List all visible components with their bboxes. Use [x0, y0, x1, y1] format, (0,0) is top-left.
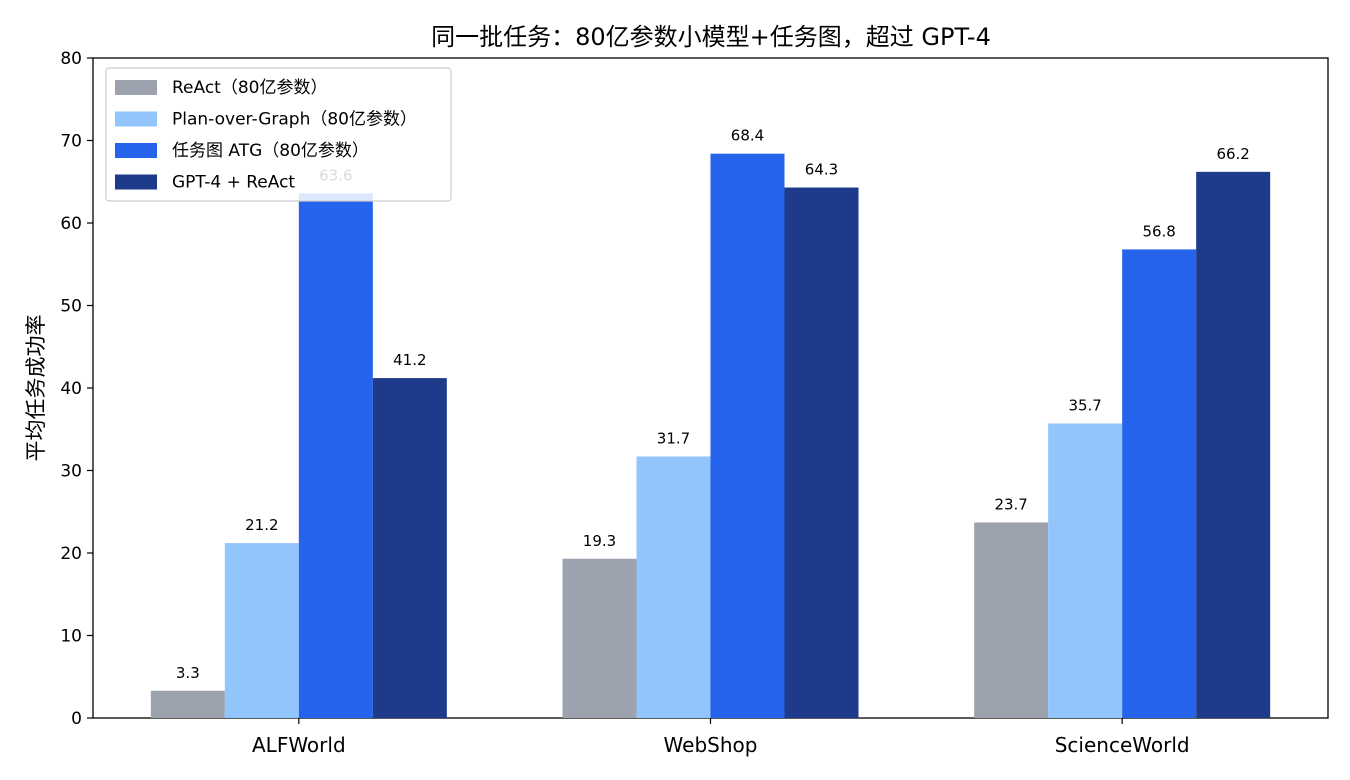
legend-box: [105, 67, 452, 202]
data-label: 41.2: [393, 351, 426, 369]
data-label: 68.4: [731, 127, 764, 145]
data-label: 35.7: [1068, 396, 1101, 414]
bar-webshop-series-2: [710, 153, 785, 718]
data-label: 66.2: [1216, 145, 1249, 163]
bar-webshop-series-0: [562, 558, 637, 718]
bar-webshop-series-1: [636, 456, 711, 718]
data-label: 56.8: [1142, 222, 1175, 240]
data-label: 3.3: [176, 664, 200, 682]
y-tick-label: 30: [60, 462, 82, 482]
y-tick-label: 50: [60, 297, 82, 317]
data-label: 64.3: [805, 161, 838, 179]
chart-title: 同一批任务：80亿参数小模型+任务图，超过 GPT-4: [431, 23, 991, 51]
bar-alfworld-series-0: [150, 690, 225, 718]
y-tick-label: 20: [60, 544, 82, 564]
y-tick-label: 0: [71, 709, 82, 729]
bar-scienceworld-series-1: [1048, 423, 1123, 718]
bar-scienceworld-series-3: [1196, 171, 1271, 719]
bar-scienceworld-series-0: [974, 522, 1049, 718]
data-label: 31.7: [657, 429, 690, 447]
bar-webshop-series-3: [784, 187, 859, 718]
axis-layer: 0 10 20 30 40 50 60 70 80 ALFWorld WebShop ScienceW…: [60, 49, 1189, 757]
y-tick-label: 60: [60, 214, 82, 234]
legend-entry: ReAct（80亿参数）: [172, 78, 327, 98]
legend-swatch: [115, 174, 157, 190]
legend-swatch: [115, 111, 157, 127]
data-label: 21.2: [245, 516, 278, 534]
legend-entry: Plan-over-Graph（80亿参数）: [172, 110, 417, 130]
x-tick-label: ALFWorld: [252, 733, 346, 757]
legend: ReAct（80亿参数） Plan-over-Graph（80亿参数） 任务图 AT…: [105, 67, 452, 202]
legend-swatch: [115, 143, 157, 158]
data-label: 19.3: [583, 532, 616, 550]
bar-scienceworld-series-2: [1122, 249, 1197, 718]
legend-entry: 任务图 ATG（80亿参数）: [172, 141, 369, 161]
legend-entry: GPT-4 + ReAct: [172, 173, 295, 193]
bar-alfworld-series-2: [298, 193, 373, 719]
y-axis-label: 平均任务成功率: [24, 315, 48, 462]
data-label: 23.7: [994, 495, 1027, 513]
x-tick-label: ScienceWorld: [1055, 733, 1190, 757]
y-tick-label: 10: [60, 627, 82, 647]
y-tick-label: 70: [60, 132, 82, 152]
y-tick-label: 80: [60, 49, 82, 69]
bars-layer: 3.319.323.721.231.735.763.668.456.841.26…: [150, 127, 1271, 719]
x-tick-label: WebShop: [664, 733, 758, 757]
legend-swatch: [115, 80, 157, 95]
bar-alfworld-series-1: [224, 543, 299, 718]
y-tick-label: 40: [60, 379, 82, 399]
bar-alfworld-series-3: [372, 378, 447, 718]
